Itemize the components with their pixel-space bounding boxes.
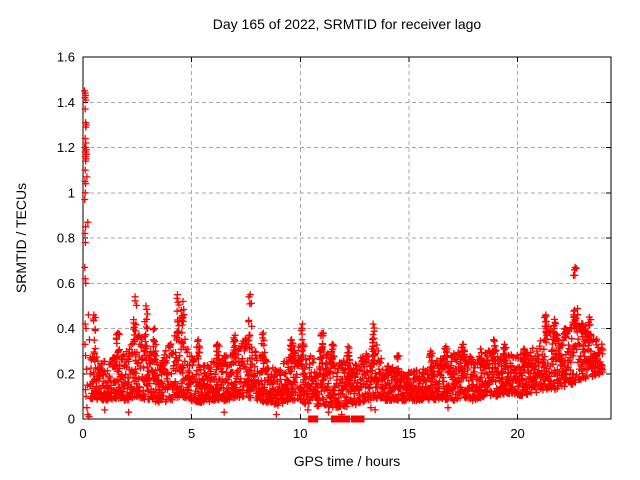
zero-value-cluster bbox=[350, 415, 365, 423]
y-tick-label: 1.2 bbox=[57, 140, 75, 155]
x-tick-label: 10 bbox=[293, 426, 307, 441]
y-tick-label: 0.4 bbox=[57, 321, 75, 336]
y-tick-label: 1.6 bbox=[57, 50, 75, 65]
y-tick-label: 0 bbox=[68, 412, 75, 427]
y-tick-label: 1 bbox=[68, 185, 75, 200]
y-tick-label: 0.2 bbox=[57, 366, 75, 381]
zero-value-cluster bbox=[340, 415, 351, 423]
zero-value-cluster bbox=[308, 415, 319, 423]
x-axis-label: GPS time / hours bbox=[293, 453, 401, 469]
zero-value-cluster bbox=[330, 415, 341, 423]
x-tick-label: 15 bbox=[402, 426, 416, 441]
y-tick-label: 0.6 bbox=[57, 276, 75, 291]
y-tick-label: 0.8 bbox=[57, 231, 75, 246]
x-tick-label: 5 bbox=[188, 426, 195, 441]
x-tick-label: 20 bbox=[510, 426, 524, 441]
scatter-points bbox=[81, 87, 607, 421]
x-tick-label: 0 bbox=[79, 426, 86, 441]
chart-title: Day 165 of 2022, SRMTID for receiver lag… bbox=[212, 16, 482, 32]
tick-labels: 0 5 10 15 20 0 0.2 0.4 0.6 0.8 1 1.2 1.4 1.6 bbox=[57, 50, 525, 442]
scatter-series bbox=[81, 87, 607, 423]
y-tick-label: 1.4 bbox=[57, 95, 75, 110]
